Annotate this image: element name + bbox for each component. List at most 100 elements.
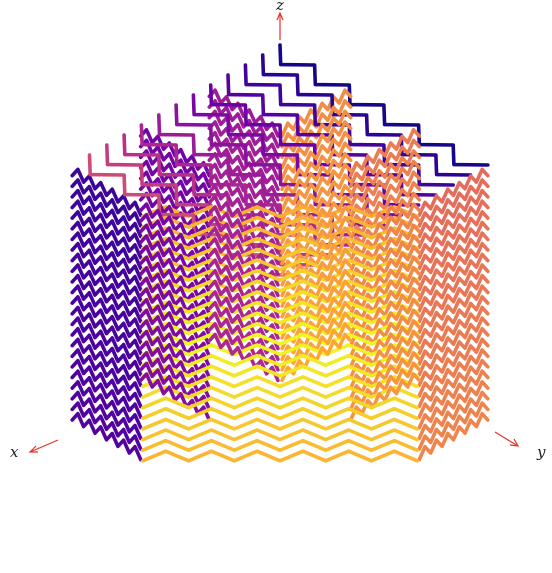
curve-segment [105,143,317,267]
curve-segment [141,406,420,421]
curve-segment [70,380,143,430]
curve-segment [70,188,143,239]
curve-segment [141,247,420,261]
curve-segment [70,210,143,260]
curve-segment [141,449,420,463]
curve-segment [417,241,490,292]
y-axis-arrow [509,438,520,447]
curve-segment [70,401,143,451]
x-axis-label: x [10,443,19,461]
curve-segment [70,305,143,356]
curve-segment [207,120,280,170]
curve-segment [417,305,490,356]
curve-segment [70,369,143,419]
curve-segment [417,326,490,377]
curve-segment [417,380,490,430]
x-axis-arrow [28,445,38,453]
curve-segment [417,199,490,249]
curve-segment [417,295,490,345]
curve-segment [280,99,353,149]
curve-segment [70,358,143,409]
curve-segment [417,358,490,409]
curve-segment [417,348,490,398]
curve-segment [280,173,353,223]
curve-segment [70,348,143,398]
curve-segment [417,220,490,271]
curve-segment [141,290,420,304]
curve-segment [70,220,143,271]
curve-segment [141,236,420,251]
curve-segment [280,130,353,181]
curve-segment [141,215,420,229]
curve-segment [348,138,422,189]
curve-segment [141,258,420,272]
curve-segment [348,149,422,199]
curve-segment [70,178,143,228]
curve-segment [70,231,143,281]
curve-segment [417,401,490,451]
curve-segment [207,109,280,160]
curve-segment [141,385,420,399]
y-axis-label: y [536,443,546,461]
curve-segment [141,375,420,389]
curve-segment [70,411,143,462]
curve-segment [417,316,490,366]
curve-segment [141,343,420,357]
curve-segment [141,311,420,325]
curve-segment [417,263,490,313]
z-axis-label: z [275,0,284,14]
curve-segment [260,53,473,177]
z-axis-arrow [276,11,284,21]
curve-segment [141,332,420,346]
curve-segment [70,284,143,334]
curve-segment [70,199,143,249]
curve-segment [141,268,420,283]
curve-segment [417,369,490,419]
curve-segment [417,337,490,388]
x-axis [29,439,59,453]
curve-segment [417,284,490,334]
curve-segment [348,128,422,178]
curve-segment [280,141,353,191]
curve-segment [280,109,353,160]
curve-segment [278,43,490,167]
curve-segment [417,411,490,462]
curve-segment [70,295,143,345]
curve-segment [141,279,420,293]
y-axis [494,431,519,447]
curve-segment [138,149,212,199]
curve-segment [70,167,143,217]
curve-segment [141,396,420,410]
curve-segment [417,188,490,239]
curve-segment [70,241,143,292]
axes: z x y [10,0,546,461]
curve-segment [141,428,420,442]
curve-segment [348,159,422,210]
curve-segment [141,438,420,453]
curve-segment [141,300,420,314]
curve-segment [141,353,420,368]
curve-segment [141,364,420,378]
curve-segment [70,316,143,366]
curve-segment [417,231,490,281]
curve-segment [141,226,420,240]
curve-segment [417,210,490,260]
curve-segment [70,390,143,441]
curve-segment [70,252,143,303]
curve-segment [174,103,386,227]
curve-segment [417,167,490,217]
curve-segment [141,417,420,431]
curve-segment [417,390,490,441]
curve-segment [417,178,490,228]
curve-segment [70,337,143,388]
curve-segment [280,162,353,213]
curve-segment [417,252,490,303]
curve-segment [70,273,143,324]
curve-segment [207,173,280,223]
curve-segment [141,321,420,336]
curve-segment [417,273,490,324]
curve-segment [70,263,143,313]
zigzag-curve [70,43,490,463]
curve-segment [139,123,352,247]
